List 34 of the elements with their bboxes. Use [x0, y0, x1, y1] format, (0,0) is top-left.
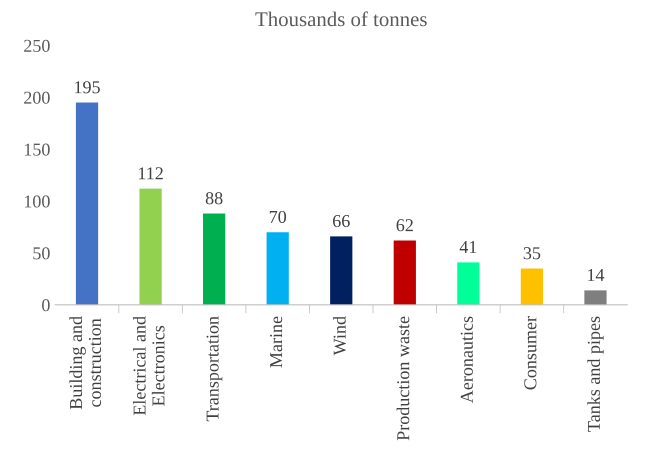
data-label: 14 — [588, 269, 604, 281]
bar — [203, 214, 226, 305]
x-tick-label: Transportation — [206, 316, 222, 422]
y-tick-label: 0 — [42, 299, 50, 312]
bar — [394, 240, 416, 305]
y-tick-label: 150 — [24, 143, 50, 156]
data-label: 35 — [524, 247, 540, 260]
data-label: 62 — [396, 219, 413, 232]
x-tick-label: Building and construction — [69, 316, 102, 410]
y-tick-label: 100 — [24, 195, 50, 208]
x-tick-label: Production waste — [396, 316, 410, 440]
y-tick-label: 200 — [24, 92, 50, 104]
x-tick-label: Electrical and Electronics — [132, 316, 165, 416]
x-tick-label: Wind — [333, 316, 346, 356]
y-tick-label: 50 — [33, 247, 50, 260]
bar — [266, 232, 289, 305]
bar — [584, 290, 607, 305]
bar — [76, 102, 98, 305]
data-label: 70 — [270, 210, 286, 224]
bar — [457, 262, 480, 305]
y-tick-label: 250 — [24, 40, 50, 52]
x-tick-label: Consumer — [524, 316, 536, 390]
chart-title: Thousands of tonnes — [255, 11, 427, 26]
x-tick-label: Marine — [270, 316, 282, 368]
bar — [139, 188, 162, 305]
bar — [520, 268, 544, 305]
x-tick-label: Aeronautics — [460, 316, 473, 404]
data-label: 195 — [75, 81, 100, 94]
x-tick-label: Tanks and pipes — [587, 316, 604, 432]
bar — [330, 236, 352, 305]
data-label: 88 — [206, 192, 222, 204]
data-label: 66 — [333, 215, 350, 228]
data-label: 112 — [138, 167, 163, 180]
data-label: 41 — [460, 240, 476, 253]
